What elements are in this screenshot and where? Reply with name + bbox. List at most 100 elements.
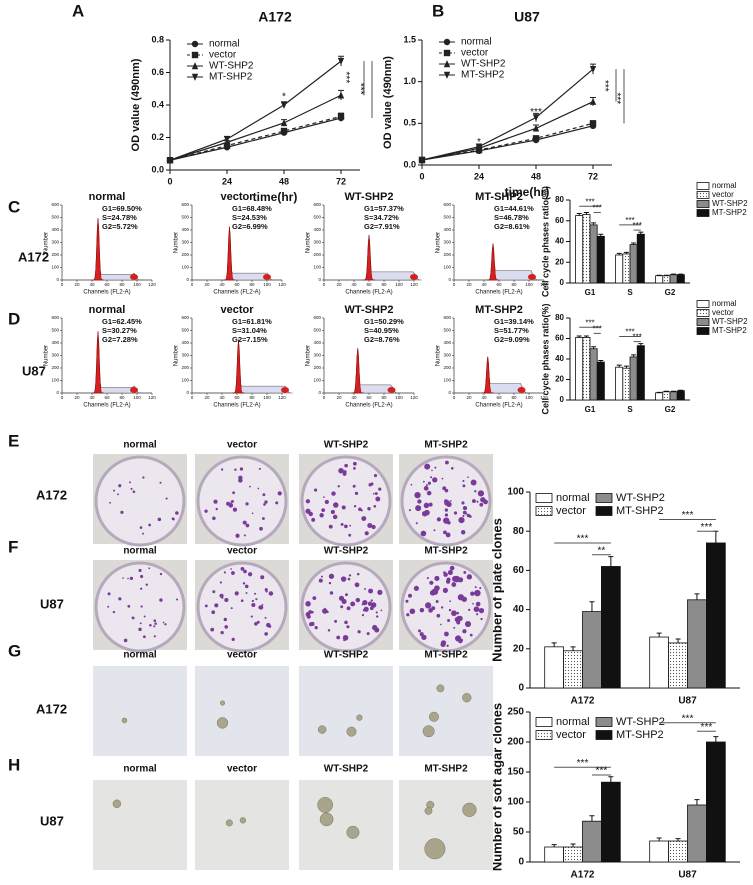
colony bbox=[245, 592, 248, 595]
colony bbox=[224, 625, 229, 629]
legend-label: MT-SHP2 bbox=[461, 70, 505, 81]
error-bar bbox=[551, 844, 557, 847]
colony bbox=[212, 590, 216, 594]
culture-plate bbox=[300, 455, 392, 547]
colony bbox=[260, 575, 265, 580]
colony bbox=[159, 598, 163, 602]
colony bbox=[445, 460, 449, 465]
colony bbox=[231, 571, 235, 575]
x-tick-label: 100 bbox=[525, 282, 533, 287]
annotation: *** bbox=[585, 318, 594, 327]
colony bbox=[440, 606, 444, 609]
colony bbox=[464, 621, 472, 628]
y-tick-label: 500 bbox=[313, 215, 321, 220]
bar bbox=[596, 235, 605, 284]
colony bbox=[204, 604, 208, 608]
colony bbox=[159, 481, 162, 484]
colony bbox=[248, 572, 253, 577]
colony bbox=[367, 507, 371, 511]
y-tick-label: 200 bbox=[443, 365, 451, 370]
photo-title: normal bbox=[123, 650, 157, 661]
x-tick-label: 60 bbox=[366, 282, 372, 287]
annotation: *** bbox=[585, 197, 594, 206]
colony bbox=[234, 468, 237, 471]
colony bbox=[327, 629, 331, 632]
agar-colony bbox=[428, 711, 439, 722]
agar-colony bbox=[462, 802, 477, 817]
colony bbox=[453, 626, 456, 629]
colony bbox=[153, 619, 157, 622]
bar bbox=[687, 599, 707, 689]
colony bbox=[462, 506, 468, 511]
data-point bbox=[337, 57, 345, 65]
colony bbox=[440, 641, 446, 647]
g2-peak bbox=[410, 274, 418, 280]
colony bbox=[153, 635, 156, 638]
y-tick-label: 500 bbox=[443, 215, 451, 220]
x-tick-label: 40 bbox=[219, 282, 225, 287]
y-tick-label: 20 bbox=[513, 643, 525, 654]
colony bbox=[419, 607, 425, 613]
g1-peak bbox=[486, 243, 500, 281]
annotation: *** bbox=[577, 534, 589, 545]
panel-letter: G bbox=[8, 641, 21, 660]
colony bbox=[364, 531, 369, 536]
bar bbox=[589, 224, 598, 284]
bar bbox=[706, 741, 726, 863]
g2-peak bbox=[517, 387, 526, 393]
colony bbox=[444, 631, 449, 637]
x-tick-label: 80 bbox=[119, 395, 125, 400]
colony bbox=[309, 622, 313, 627]
colony bbox=[447, 619, 451, 623]
colony bbox=[470, 591, 475, 596]
x-tick-label: 48 bbox=[531, 171, 541, 181]
x-tick-label: 60 bbox=[104, 395, 110, 400]
colony bbox=[435, 599, 439, 603]
bar bbox=[662, 275, 671, 284]
x-tick-label: 120 bbox=[410, 395, 418, 400]
x-tick-label: 48 bbox=[279, 176, 289, 186]
annotation: *** bbox=[633, 221, 642, 230]
x-tick-label: 0 bbox=[419, 171, 424, 181]
colony bbox=[221, 596, 224, 599]
y-tick-label: 0.0 bbox=[403, 159, 416, 169]
colony bbox=[277, 491, 282, 496]
microscope-field bbox=[299, 666, 393, 756]
colony bbox=[220, 468, 224, 471]
colony bbox=[238, 475, 243, 481]
colony bbox=[476, 613, 479, 616]
colony bbox=[372, 492, 375, 495]
colony bbox=[421, 634, 427, 641]
y-tick-label: 60 bbox=[513, 565, 525, 576]
x-tick-label: 20 bbox=[466, 395, 472, 400]
colony bbox=[462, 479, 465, 482]
colony bbox=[462, 514, 465, 517]
colony bbox=[264, 632, 268, 636]
colony bbox=[244, 584, 249, 589]
colony bbox=[436, 517, 441, 522]
y-tick-label: 40 bbox=[555, 237, 564, 246]
y-tick-label: 0 bbox=[448, 390, 451, 395]
annotation: *** bbox=[701, 722, 713, 733]
bar bbox=[563, 650, 583, 689]
colony bbox=[374, 492, 378, 496]
agar-colony bbox=[112, 799, 122, 808]
colony bbox=[348, 574, 352, 577]
colony bbox=[258, 605, 264, 610]
legend-label: normal bbox=[712, 299, 737, 308]
colony bbox=[446, 501, 452, 508]
photo-title: MT-SHP2 bbox=[424, 546, 468, 557]
photo-title: MT-SHP2 bbox=[424, 650, 468, 661]
y-tick-label: 500 bbox=[181, 215, 189, 220]
colony bbox=[250, 615, 253, 618]
annotation: *** bbox=[593, 204, 602, 213]
x-tick-label: 100 bbox=[395, 282, 403, 287]
bar bbox=[629, 244, 638, 284]
colony bbox=[450, 466, 454, 470]
colony bbox=[157, 517, 162, 522]
legend-swatch bbox=[535, 506, 553, 516]
colony bbox=[451, 582, 457, 587]
legend-swatch bbox=[595, 493, 613, 503]
x-tick-label: 0 bbox=[323, 282, 326, 287]
